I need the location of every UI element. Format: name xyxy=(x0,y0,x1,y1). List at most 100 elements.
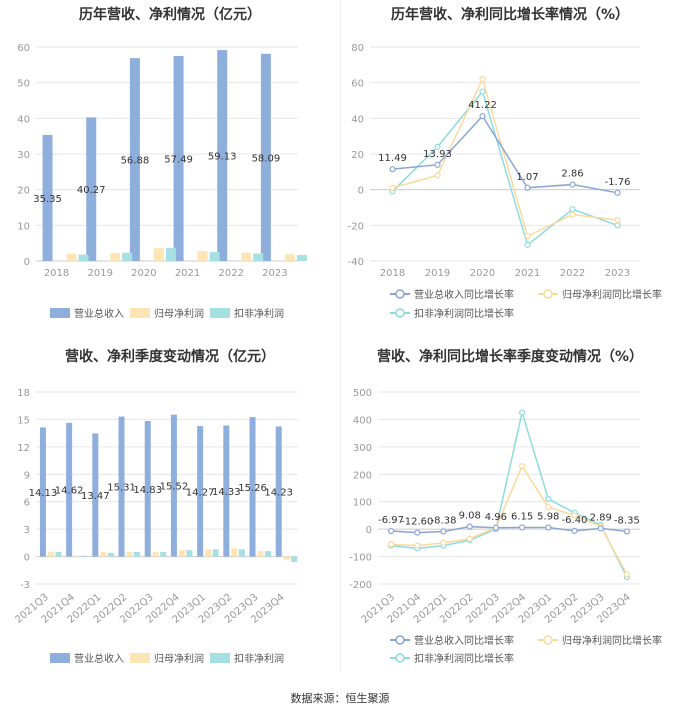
data-point xyxy=(492,524,499,531)
bar xyxy=(257,551,264,557)
y-tick-label: 15 xyxy=(17,415,30,426)
data-label: 13.93 xyxy=(423,149,452,160)
legend-label: 营业总收入 xyxy=(74,652,124,665)
data-point xyxy=(545,524,552,531)
data-point xyxy=(440,539,447,546)
bar xyxy=(92,433,99,557)
y-tick-label: 0 xyxy=(24,257,30,268)
data-label: 5.98 xyxy=(537,512,559,523)
data-label: 2.89 xyxy=(590,512,612,523)
legend-marker xyxy=(395,635,405,645)
data-point xyxy=(524,184,531,191)
series-line xyxy=(391,464,628,575)
legend-marker xyxy=(395,653,405,663)
data-point xyxy=(434,143,441,150)
data-point xyxy=(519,462,526,470)
bar xyxy=(126,552,133,557)
data-point xyxy=(519,524,526,531)
y-tick-label: 80 xyxy=(351,43,364,54)
data-label: 15.26 xyxy=(238,483,267,494)
bar xyxy=(55,552,62,557)
chart-title: 历年营收、净利情况（亿元） xyxy=(79,7,261,23)
data-label: 4.96 xyxy=(485,512,507,523)
data-label: 58.09 xyxy=(252,153,281,164)
data-label: 2.86 xyxy=(561,169,583,180)
bar xyxy=(241,252,252,261)
data-point xyxy=(440,528,447,535)
bar xyxy=(78,254,89,261)
y-tick-label: 20 xyxy=(17,186,30,197)
data-point xyxy=(466,523,473,530)
y-tick-label: 40 xyxy=(17,114,30,125)
y-tick-label: 20 xyxy=(351,150,364,161)
chart-title: 营收、净利同比增长率季度变动情况（%） xyxy=(376,349,644,365)
annual-revenue-profit-chart: 0 10 20 30 40 50 60 35.35 40.27 56.88 57.49 59.13 58… xyxy=(17,43,307,320)
bar xyxy=(223,425,230,557)
data-point xyxy=(571,527,578,534)
bar xyxy=(173,55,184,261)
y-tick-label: 200 xyxy=(353,470,372,481)
data-label: 14.13 xyxy=(29,488,58,499)
legend-label: 营业总收入同比增长率 xyxy=(414,634,514,647)
x-tick-label: 2021 xyxy=(175,268,200,279)
data-label: 6.15 xyxy=(511,511,533,522)
x-tick-label: 2022 xyxy=(218,268,243,279)
legend-label: 营业总收入 xyxy=(74,307,124,320)
y-tick-label: 0 xyxy=(366,525,372,536)
data-label: -6.97 xyxy=(378,515,404,526)
x-tick-label: 2020 xyxy=(470,268,495,279)
bar xyxy=(47,552,54,557)
x-tick-label: 2019 xyxy=(425,268,450,279)
bar xyxy=(74,555,81,557)
x-tick-label: 2021 xyxy=(515,268,540,279)
data-point xyxy=(597,525,604,532)
data-point xyxy=(524,241,531,249)
data-label: -12.60 xyxy=(401,517,433,528)
chart-title: 历年营收、净利同比增长率情况（%） xyxy=(390,7,630,23)
series-line xyxy=(391,409,628,578)
legend-label: 归母净利润 xyxy=(154,652,204,665)
bar xyxy=(197,251,208,261)
y-tick-label: 0 xyxy=(358,186,364,197)
bar xyxy=(66,422,73,557)
bar xyxy=(144,420,151,557)
data-point xyxy=(614,222,621,229)
data-source-note: 数据来源：恒生聚源 xyxy=(290,692,390,705)
y-tick-label: 300 xyxy=(353,443,372,454)
data-label: 35.35 xyxy=(33,194,62,205)
panel-divider xyxy=(340,0,341,672)
data-label: 59.13 xyxy=(208,152,237,163)
series-line xyxy=(391,90,618,247)
y-tick-label: 3 xyxy=(24,525,30,536)
y-tick-label: 0 xyxy=(24,553,30,564)
data-point xyxy=(571,512,578,519)
quarterly-revenue-profit-panel: 营收、净利季度变动情况（亿元） -3 0 3 6 9 12 15 18 14.13 14.62 13… xyxy=(0,336,340,672)
data-point xyxy=(389,184,396,191)
quarterly-growth-chart: -200 -100 0 100 200 300 400 500 -6.97-12.60-8.38… xyxy=(349,388,662,665)
data-label: 13.47 xyxy=(81,491,110,502)
quarterly-revenue-profit-chart: -3036912151814.1314.6213.4715.3114.8315.… xyxy=(13,388,298,665)
data-label: -8.35 xyxy=(614,515,640,526)
legend-swatch xyxy=(210,653,230,663)
y-tick-label: -3 xyxy=(20,580,30,591)
data-label: 14.23 xyxy=(264,488,293,499)
data-label: 41.22 xyxy=(468,100,497,111)
x-tick-label: 2020 xyxy=(131,268,156,279)
data-point xyxy=(519,409,526,416)
data-label: 15.31 xyxy=(107,483,136,494)
bar xyxy=(152,552,159,557)
legend-label: 扣非净利润 xyxy=(234,307,284,320)
data-label: 14.62 xyxy=(55,486,84,497)
y-tick-label: -40 xyxy=(348,257,364,268)
bar xyxy=(110,253,121,261)
y-tick-label: 60 xyxy=(17,43,30,54)
data-point xyxy=(614,216,621,224)
chart-title: 营收、净利季度变动情况（亿元） xyxy=(65,349,275,365)
bar xyxy=(42,134,53,261)
annual-growth-panel: 历年营收、净利同比增长率情况（%） -40 -20 0 20 40 60 80 11.49 13… xyxy=(340,0,680,336)
data-label: 15.52 xyxy=(160,482,189,493)
legend-swatch xyxy=(130,308,150,318)
legend-label: 营业总收入同比增长率 xyxy=(414,288,514,301)
series-line xyxy=(391,525,627,534)
data-label: 14.83 xyxy=(133,485,162,496)
